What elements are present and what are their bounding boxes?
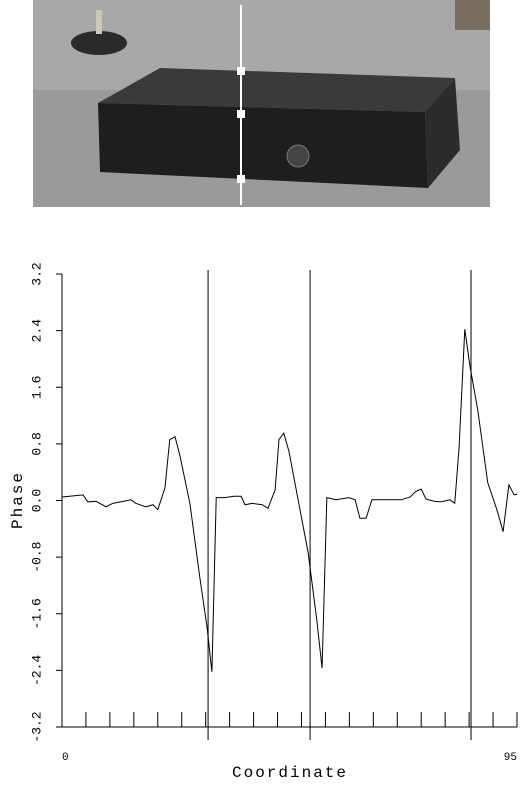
y-tick-label: -0.8: [29, 542, 44, 573]
y-tick-label: -1.6: [29, 598, 44, 629]
x-tick-label: 95: [504, 752, 517, 764]
y-tick-label: 3.2: [29, 262, 44, 285]
y-tick-label: 0.0: [29, 489, 44, 512]
photo: [33, 0, 490, 207]
y-axis-label: Phase: [9, 471, 27, 529]
y-tick-label: -3.2: [29, 711, 44, 742]
data-line: [61, 329, 518, 672]
y-tick-label: 2.4: [29, 319, 44, 343]
y-tick-label: -2.4: [29, 655, 44, 686]
x-axis-label: Coordinate: [232, 764, 348, 782]
y-tick-label: 0.8: [29, 432, 44, 455]
x-tick-label: 0: [62, 752, 69, 764]
y-tick-label: 1.6: [29, 376, 44, 399]
